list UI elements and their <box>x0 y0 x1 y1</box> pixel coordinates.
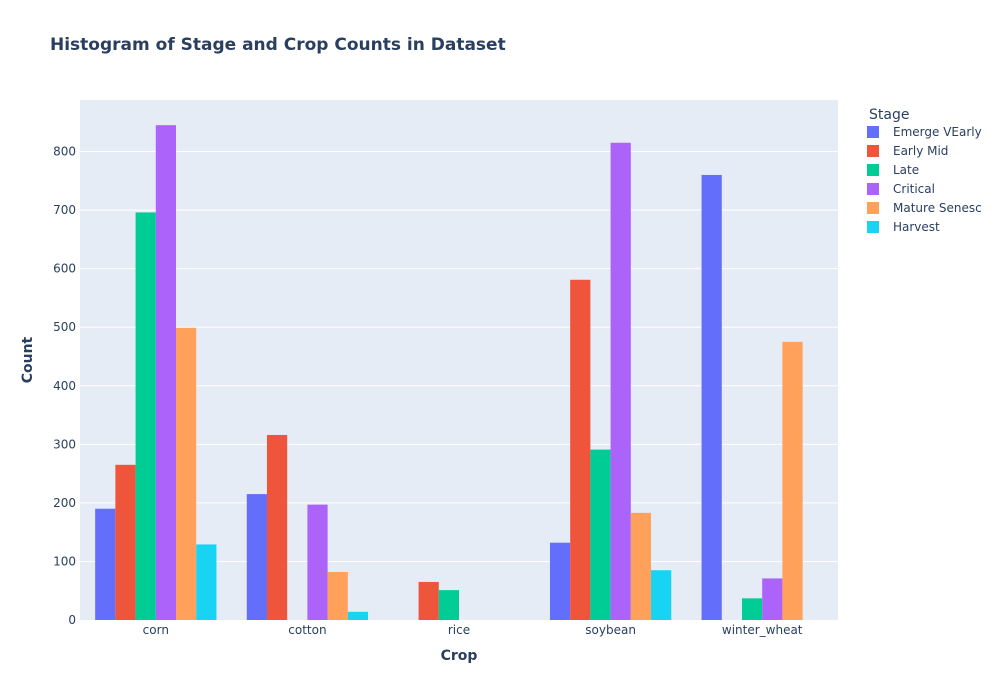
legend-item: Mature Senesc <box>867 201 982 215</box>
legend-swatch <box>867 145 879 157</box>
legend-item: Late <box>867 163 919 177</box>
y-tick-label: 600 <box>53 262 76 276</box>
y-tick-label: 300 <box>53 437 76 451</box>
bar <box>347 611 369 620</box>
bar <box>630 512 652 620</box>
bar <box>95 508 116 620</box>
chart-title: Histogram of Stage and Crop Counts in Da… <box>50 35 506 55</box>
bar <box>438 590 459 620</box>
legend-item: Critical <box>867 182 935 196</box>
y-tick-label: 500 <box>53 320 76 334</box>
bar <box>570 279 591 620</box>
bar <box>651 570 672 620</box>
legend-label: Mature Senesc <box>893 201 982 215</box>
bar <box>246 494 267 620</box>
x-axis-ticks: corn cotton rice soybean winter_wheat <box>143 623 803 637</box>
x-tick-label: winter_wheat <box>722 623 803 637</box>
bar <box>115 464 136 620</box>
bar <box>741 598 763 620</box>
legend-label: Emerge VEarly <box>893 125 982 139</box>
bar <box>196 544 217 620</box>
x-tick-label: soybean <box>585 623 636 637</box>
y-tick-label: 100 <box>53 554 76 568</box>
legend-item: Emerge VEarly <box>867 125 982 139</box>
legend-label: Critical <box>893 182 935 196</box>
bar <box>418 581 439 620</box>
bar <box>176 327 197 620</box>
y-tick-label: 700 <box>53 203 76 217</box>
y-tick-label: 0 <box>68 613 76 627</box>
bars <box>95 125 803 621</box>
bar <box>135 212 156 620</box>
bar <box>266 434 288 620</box>
legend-label: Early Mid <box>893 144 948 158</box>
y-tick-label: 400 <box>53 379 76 393</box>
y-axis-title: Count <box>20 336 36 383</box>
bar <box>701 174 722 620</box>
bar <box>307 504 328 620</box>
y-axis-ticks: 0 100 200 300 400 500 600 700 800 <box>53 145 76 627</box>
bar <box>762 578 783 620</box>
legend-swatch <box>867 221 879 233</box>
y-tick-label: 200 <box>53 496 76 510</box>
legend-label: Harvest <box>893 220 940 234</box>
bar <box>610 142 631 620</box>
legend-item: Early Mid <box>867 144 948 158</box>
bar <box>549 542 571 620</box>
bar <box>155 125 177 621</box>
legend-swatch <box>867 126 879 138</box>
legend-item: Harvest <box>867 220 940 234</box>
legend-title: Stage <box>869 107 909 123</box>
x-tick-label: cotton <box>288 623 326 637</box>
x-tick-label: rice <box>448 623 470 637</box>
bar <box>782 341 803 620</box>
x-axis-title: Crop <box>441 648 478 664</box>
legend: Stage Emerge VEarly Early Mid Late Critical… <box>867 107 982 234</box>
x-tick-label: corn <box>143 623 169 637</box>
bar <box>590 449 611 620</box>
legend-label: Late <box>893 163 919 177</box>
legend-swatch <box>867 183 879 195</box>
legend-swatch <box>867 164 879 176</box>
y-tick-label: 800 <box>53 145 76 159</box>
legend-swatch <box>867 202 879 214</box>
bar <box>327 571 348 620</box>
